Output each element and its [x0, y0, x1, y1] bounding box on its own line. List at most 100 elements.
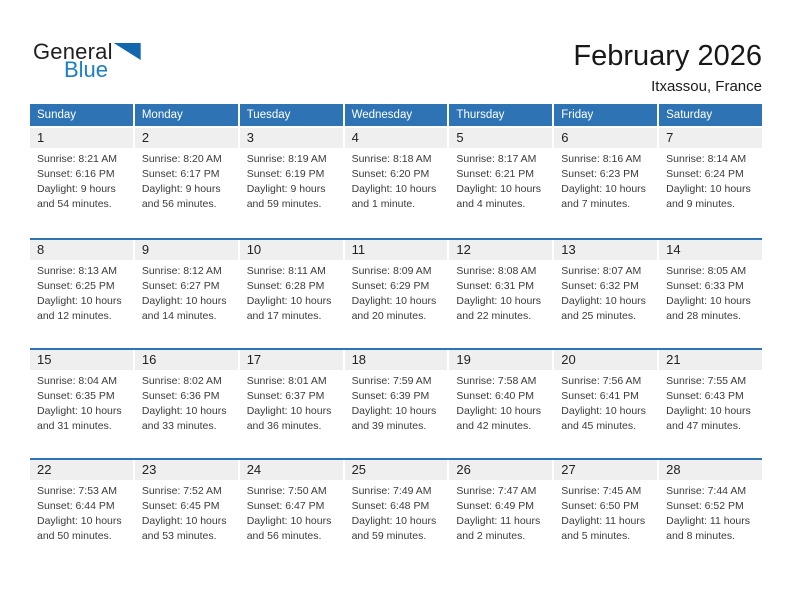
sunrise-line: Sunrise: 8:14 AM	[666, 153, 747, 165]
day-number: 10	[239, 240, 343, 260]
day-number: 2	[134, 128, 238, 148]
day-cell-22: 22 Sunrise: 7:53 AM Sunset: 6:44 PM Dayligh…	[30, 460, 133, 568]
daylight-line: Daylight: 10 hours and 20 minutes.	[351, 295, 437, 322]
day-cell-3: 3 Sunrise: 8:19 AM Sunset: 6:19 PM Daylight…	[239, 128, 343, 238]
daylight-line: Daylight: 10 hours and 45 minutes.	[561, 405, 646, 432]
day-number: 14	[659, 240, 762, 260]
day-info: Sunrise: 7:44 AM Sunset: 6:52 PM Daylight:…	[659, 480, 762, 544]
day-cell-8: 8 Sunrise: 8:13 AM Sunset: 6:25 PM Daylight…	[30, 240, 133, 348]
week-row-1: 1 Sunrise: 8:21 AM Sunset: 6:16 PM Daylight…	[30, 128, 762, 238]
daylight-line: Daylight: 10 hours and 50 minutes.	[37, 515, 122, 542]
sunset-line: Sunset: 6:17 PM	[141, 168, 220, 180]
daylight-line: Daylight: 10 hours and 31 minutes.	[37, 405, 122, 432]
day-cell-11: 11 Sunrise: 8:09 AM Sunset: 6:29 PM Dayligh…	[344, 240, 448, 348]
daylight-line: Daylight: 10 hours and 17 minutes.	[246, 295, 332, 322]
sunset-line: Sunset: 6:49 PM	[456, 500, 535, 512]
daylight-line: Daylight: 10 hours and 25 minutes.	[561, 295, 646, 322]
daylight-line: Daylight: 10 hours and 39 minutes.	[351, 405, 437, 432]
sunset-line: Sunset: 6:41 PM	[561, 390, 639, 402]
day-number: 20	[554, 350, 658, 370]
day-number: 5	[449, 128, 553, 148]
sunset-line: Sunset: 6:39 PM	[351, 390, 430, 402]
day-cell-18: 18 Sunrise: 7:59 AM Sunset: 6:39 PM Dayligh…	[344, 350, 448, 458]
day-number: 16	[134, 350, 238, 370]
day-cell-6: 6 Sunrise: 8:16 AM Sunset: 6:23 PM Daylight…	[554, 128, 658, 238]
sunset-line: Sunset: 6:21 PM	[456, 168, 535, 180]
day-cell-19: 19 Sunrise: 7:58 AM Sunset: 6:40 PM Dayligh…	[449, 350, 553, 458]
sunrise-line: Sunrise: 7:56 AM	[561, 375, 642, 387]
day-header-saturday: Saturday	[659, 104, 762, 126]
sunset-line: Sunset: 6:48 PM	[351, 500, 430, 512]
day-header-row: Sunday Monday Tuesday Wednesday Thursday Frid…	[30, 104, 762, 126]
day-number: 6	[554, 128, 658, 148]
sunset-line: Sunset: 6:45 PM	[141, 500, 220, 512]
daylight-line: Daylight: 10 hours and 33 minutes.	[141, 405, 227, 432]
day-number: 26	[449, 460, 553, 480]
sunset-line: Sunset: 6:23 PM	[561, 168, 639, 180]
daylight-line: Daylight: 10 hours and 12 minutes.	[37, 295, 122, 322]
day-cell-4: 4 Sunrise: 8:18 AM Sunset: 6:20 PM Daylight…	[344, 128, 448, 238]
sunset-line: Sunset: 6:35 PM	[37, 390, 115, 402]
sunrise-line: Sunrise: 8:16 AM	[561, 153, 642, 165]
sunrise-line: Sunrise: 7:47 AM	[456, 485, 537, 497]
sunrise-line: Sunrise: 8:02 AM	[141, 375, 222, 387]
day-header-wednesday: Wednesday	[344, 104, 448, 126]
day-number: 28	[659, 460, 762, 480]
day-number: 22	[30, 460, 133, 480]
daylight-line: Daylight: 9 hours and 56 minutes.	[141, 183, 221, 210]
day-cell-25: 25 Sunrise: 7:49 AM Sunset: 6:48 PM Dayligh…	[344, 460, 448, 568]
day-header-tuesday: Tuesday	[239, 104, 343, 126]
sunrise-line: Sunrise: 8:21 AM	[37, 153, 117, 165]
day-cell-26: 26 Sunrise: 7:47 AM Sunset: 6:49 PM Dayligh…	[449, 460, 553, 568]
daylight-line: Daylight: 10 hours and 22 minutes.	[456, 295, 542, 322]
day-info: Sunrise: 8:07 AM Sunset: 6:32 PM Daylight:…	[554, 260, 657, 324]
daylight-line: Daylight: 10 hours and 47 minutes.	[666, 405, 751, 432]
day-info: Sunrise: 8:04 AM Sunset: 6:35 PM Daylight:…	[30, 370, 133, 434]
day-info: Sunrise: 8:16 AM Sunset: 6:23 PM Daylight:…	[554, 148, 657, 212]
sunrise-line: Sunrise: 7:44 AM	[666, 485, 747, 497]
sunset-line: Sunset: 6:27 PM	[141, 280, 220, 292]
day-cell-20: 20 Sunrise: 7:56 AM Sunset: 6:41 PM Dayligh…	[554, 350, 658, 458]
daylight-line: Daylight: 11 hours and 2 minutes.	[456, 515, 541, 542]
sunrise-line: Sunrise: 8:01 AM	[246, 375, 327, 387]
sunset-line: Sunset: 6:47 PM	[246, 500, 325, 512]
sunset-line: Sunset: 6:19 PM	[246, 168, 325, 180]
sunrise-line: Sunrise: 7:53 AM	[37, 485, 117, 497]
day-cell-5: 5 Sunrise: 8:17 AM Sunset: 6:21 PM Daylight…	[449, 128, 553, 238]
daylight-line: Daylight: 10 hours and 1 minute.	[351, 183, 437, 210]
daylight-line: Daylight: 10 hours and 42 minutes.	[456, 405, 542, 432]
day-cell-2: 2 Sunrise: 8:20 AM Sunset: 6:17 PM Daylight…	[134, 128, 238, 238]
day-cell-9: 9 Sunrise: 8:12 AM Sunset: 6:27 PM Daylight…	[134, 240, 238, 348]
day-cell-10: 10 Sunrise: 8:11 AM Sunset: 6:28 PM Dayligh…	[239, 240, 343, 348]
day-header-thursday: Thursday	[449, 104, 553, 126]
day-cell-7: 7 Sunrise: 8:14 AM Sunset: 6:24 PM Daylight…	[659, 128, 762, 238]
day-number: 27	[554, 460, 658, 480]
logo-text-general: General	[33, 39, 113, 64]
sunset-line: Sunset: 6:16 PM	[37, 168, 115, 180]
day-number: 4	[344, 128, 448, 148]
calendar-weeks: 1 Sunrise: 8:21 AM Sunset: 6:16 PM Daylight…	[30, 128, 762, 568]
sunset-line: Sunset: 6:20 PM	[351, 168, 430, 180]
day-info: Sunrise: 7:55 AM Sunset: 6:43 PM Daylight:…	[659, 370, 762, 434]
sunset-line: Sunset: 6:31 PM	[456, 280, 535, 292]
sunset-line: Sunset: 6:44 PM	[37, 500, 115, 512]
sunset-line: Sunset: 6:25 PM	[37, 280, 115, 292]
logo-text-blue: Blue	[64, 57, 109, 82]
day-info: Sunrise: 8:21 AM Sunset: 6:16 PM Daylight:…	[30, 148, 133, 212]
day-cell-21: 21 Sunrise: 7:55 AM Sunset: 6:43 PM Dayligh…	[659, 350, 762, 458]
day-cell-23: 23 Sunrise: 7:52 AM Sunset: 6:45 PM Dayligh…	[134, 460, 238, 568]
day-cell-28: 28 Sunrise: 7:44 AM Sunset: 6:52 PM Dayligh…	[659, 460, 762, 568]
calendar: Sunday Monday Tuesday Wednesday Thursday Frid…	[30, 104, 762, 568]
sunrise-line: Sunrise: 8:07 AM	[561, 265, 642, 277]
sunset-line: Sunset: 6:40 PM	[456, 390, 535, 402]
day-header-friday: Friday	[554, 104, 658, 126]
day-cell-17: 17 Sunrise: 8:01 AM Sunset: 6:37 PM Dayligh…	[239, 350, 343, 458]
day-info: Sunrise: 7:50 AM Sunset: 6:47 PM Daylight:…	[240, 480, 343, 544]
daylight-line: Daylight: 10 hours and 7 minutes.	[561, 183, 646, 210]
daylight-line: Daylight: 9 hours and 59 minutes.	[246, 183, 326, 210]
daylight-line: Daylight: 10 hours and 4 minutes.	[456, 183, 542, 210]
day-number: 11	[344, 240, 448, 260]
sunset-line: Sunset: 6:24 PM	[666, 168, 744, 180]
sunrise-line: Sunrise: 8:09 AM	[351, 265, 432, 277]
day-info: Sunrise: 7:49 AM Sunset: 6:48 PM Daylight:…	[345, 480, 448, 544]
